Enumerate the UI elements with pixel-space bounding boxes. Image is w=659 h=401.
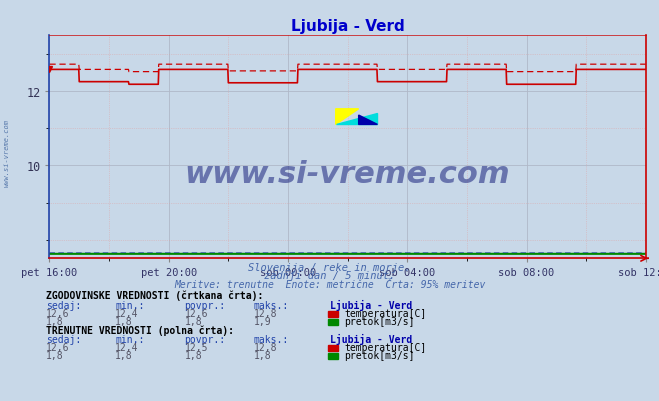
- Text: 1,8: 1,8: [115, 316, 133, 326]
- Text: maks.:: maks.:: [254, 334, 289, 344]
- Text: 12,4: 12,4: [115, 342, 139, 352]
- Text: 1,8: 1,8: [115, 350, 133, 360]
- Text: www.si-vreme.com: www.si-vreme.com: [3, 118, 9, 186]
- Text: sedaj:: sedaj:: [46, 334, 81, 344]
- Text: ZGODOVINSKE VREDNOSTI (črtkana črta):: ZGODOVINSKE VREDNOSTI (črtkana črta):: [46, 290, 264, 301]
- Text: temperatura[C]: temperatura[C]: [344, 308, 426, 318]
- Text: 1,8: 1,8: [46, 350, 64, 360]
- Text: pretok[m3/s]: pretok[m3/s]: [344, 350, 415, 360]
- Text: Slovenija / reke in morje.: Slovenija / reke in morje.: [248, 263, 411, 273]
- Text: Meritve: trenutne  Enote: metrične  Črta: 95% meritev: Meritve: trenutne Enote: metrične Črta: …: [174, 279, 485, 290]
- Text: 1,8: 1,8: [46, 316, 64, 326]
- Text: 12,4: 12,4: [115, 308, 139, 318]
- Text: 12,6: 12,6: [46, 342, 70, 352]
- Polygon shape: [335, 109, 358, 125]
- Text: min.:: min.:: [115, 334, 145, 344]
- Text: min.:: min.:: [115, 300, 145, 310]
- Text: 12,6: 12,6: [46, 308, 70, 318]
- Text: 12,8: 12,8: [254, 342, 277, 352]
- Text: TRENUTNE VREDNOSTI (polna črta):: TRENUTNE VREDNOSTI (polna črta):: [46, 324, 234, 335]
- Text: 1,9: 1,9: [254, 316, 272, 326]
- Polygon shape: [335, 114, 378, 125]
- Text: 1,8: 1,8: [185, 316, 202, 326]
- Text: temperatura[C]: temperatura[C]: [344, 342, 426, 352]
- Text: 1,8: 1,8: [254, 350, 272, 360]
- Text: www.si-vreme.com: www.si-vreme.com: [185, 160, 511, 188]
- Polygon shape: [358, 116, 378, 125]
- Text: 12,6: 12,6: [185, 308, 208, 318]
- Text: 12,5: 12,5: [185, 342, 208, 352]
- Text: zadnji dan / 5 minut.: zadnji dan / 5 minut.: [264, 271, 395, 281]
- Text: sedaj:: sedaj:: [46, 300, 81, 310]
- Text: 12,8: 12,8: [254, 308, 277, 318]
- Title: Ljubija - Verd: Ljubija - Verd: [291, 18, 405, 34]
- Text: 1,8: 1,8: [185, 350, 202, 360]
- Text: Ljubija - Verd: Ljubija - Verd: [330, 299, 412, 310]
- Text: maks.:: maks.:: [254, 300, 289, 310]
- Text: Ljubija - Verd: Ljubija - Verd: [330, 333, 412, 344]
- Text: povpr.:: povpr.:: [185, 334, 225, 344]
- Text: povpr.:: povpr.:: [185, 300, 225, 310]
- Text: pretok[m3/s]: pretok[m3/s]: [344, 316, 415, 326]
